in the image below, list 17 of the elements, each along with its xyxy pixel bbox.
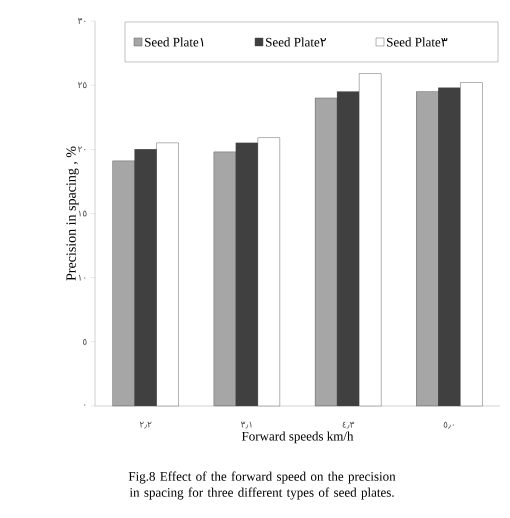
- y-tick-label: ٣٠: [78, 18, 86, 24]
- y-tick-label: ٢٥: [78, 82, 87, 88]
- y-tick-label: ٢٠: [78, 146, 86, 152]
- y-axis-title: Precision in spacing , %: [66, 146, 79, 281]
- x-tick-label: ٤٫٣: [342, 422, 354, 429]
- y-tick-label: ١٥: [78, 210, 87, 216]
- legend-label: Seed Plate١: [145, 37, 204, 47]
- x-tick-label: ٢٫٢: [140, 422, 152, 428]
- caption: Fig.8 Effect of the forward speed on the precision in spacing for three different types of seed plates.: [128, 472, 396, 500]
- x-tick-label: ٣٫١: [240, 422, 252, 428]
- legend-label: Seed Plate٢: [266, 37, 326, 47]
- y-tick-label: ٥: [82, 338, 87, 345]
- y-tick-label: ٠: [84, 404, 86, 406]
- x-tick-label: ٥٫٠: [444, 422, 454, 429]
- x-axis-title: Forward speeds km/h: [242, 431, 354, 444]
- legend-label: Seed Plate٣: [387, 37, 448, 47]
- y-tick-label: ١٠: [78, 274, 86, 281]
